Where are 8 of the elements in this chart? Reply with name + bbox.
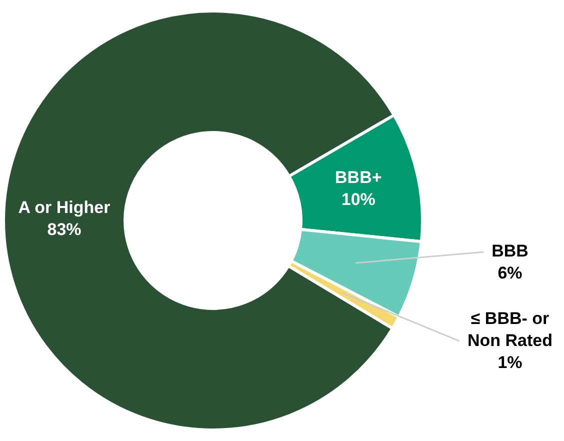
slice-label: A or Higher bbox=[18, 198, 111, 218]
data-label: 83% bbox=[47, 220, 82, 240]
slice-label: BBB bbox=[492, 242, 528, 261]
data-label: 10% bbox=[341, 190, 376, 209]
data-label: 6% bbox=[498, 264, 522, 283]
slice-label: BBB+ bbox=[335, 168, 382, 187]
slice-label: ≤ BBB- or Non Rated bbox=[468, 308, 552, 350]
data-label: 1% bbox=[498, 352, 522, 372]
